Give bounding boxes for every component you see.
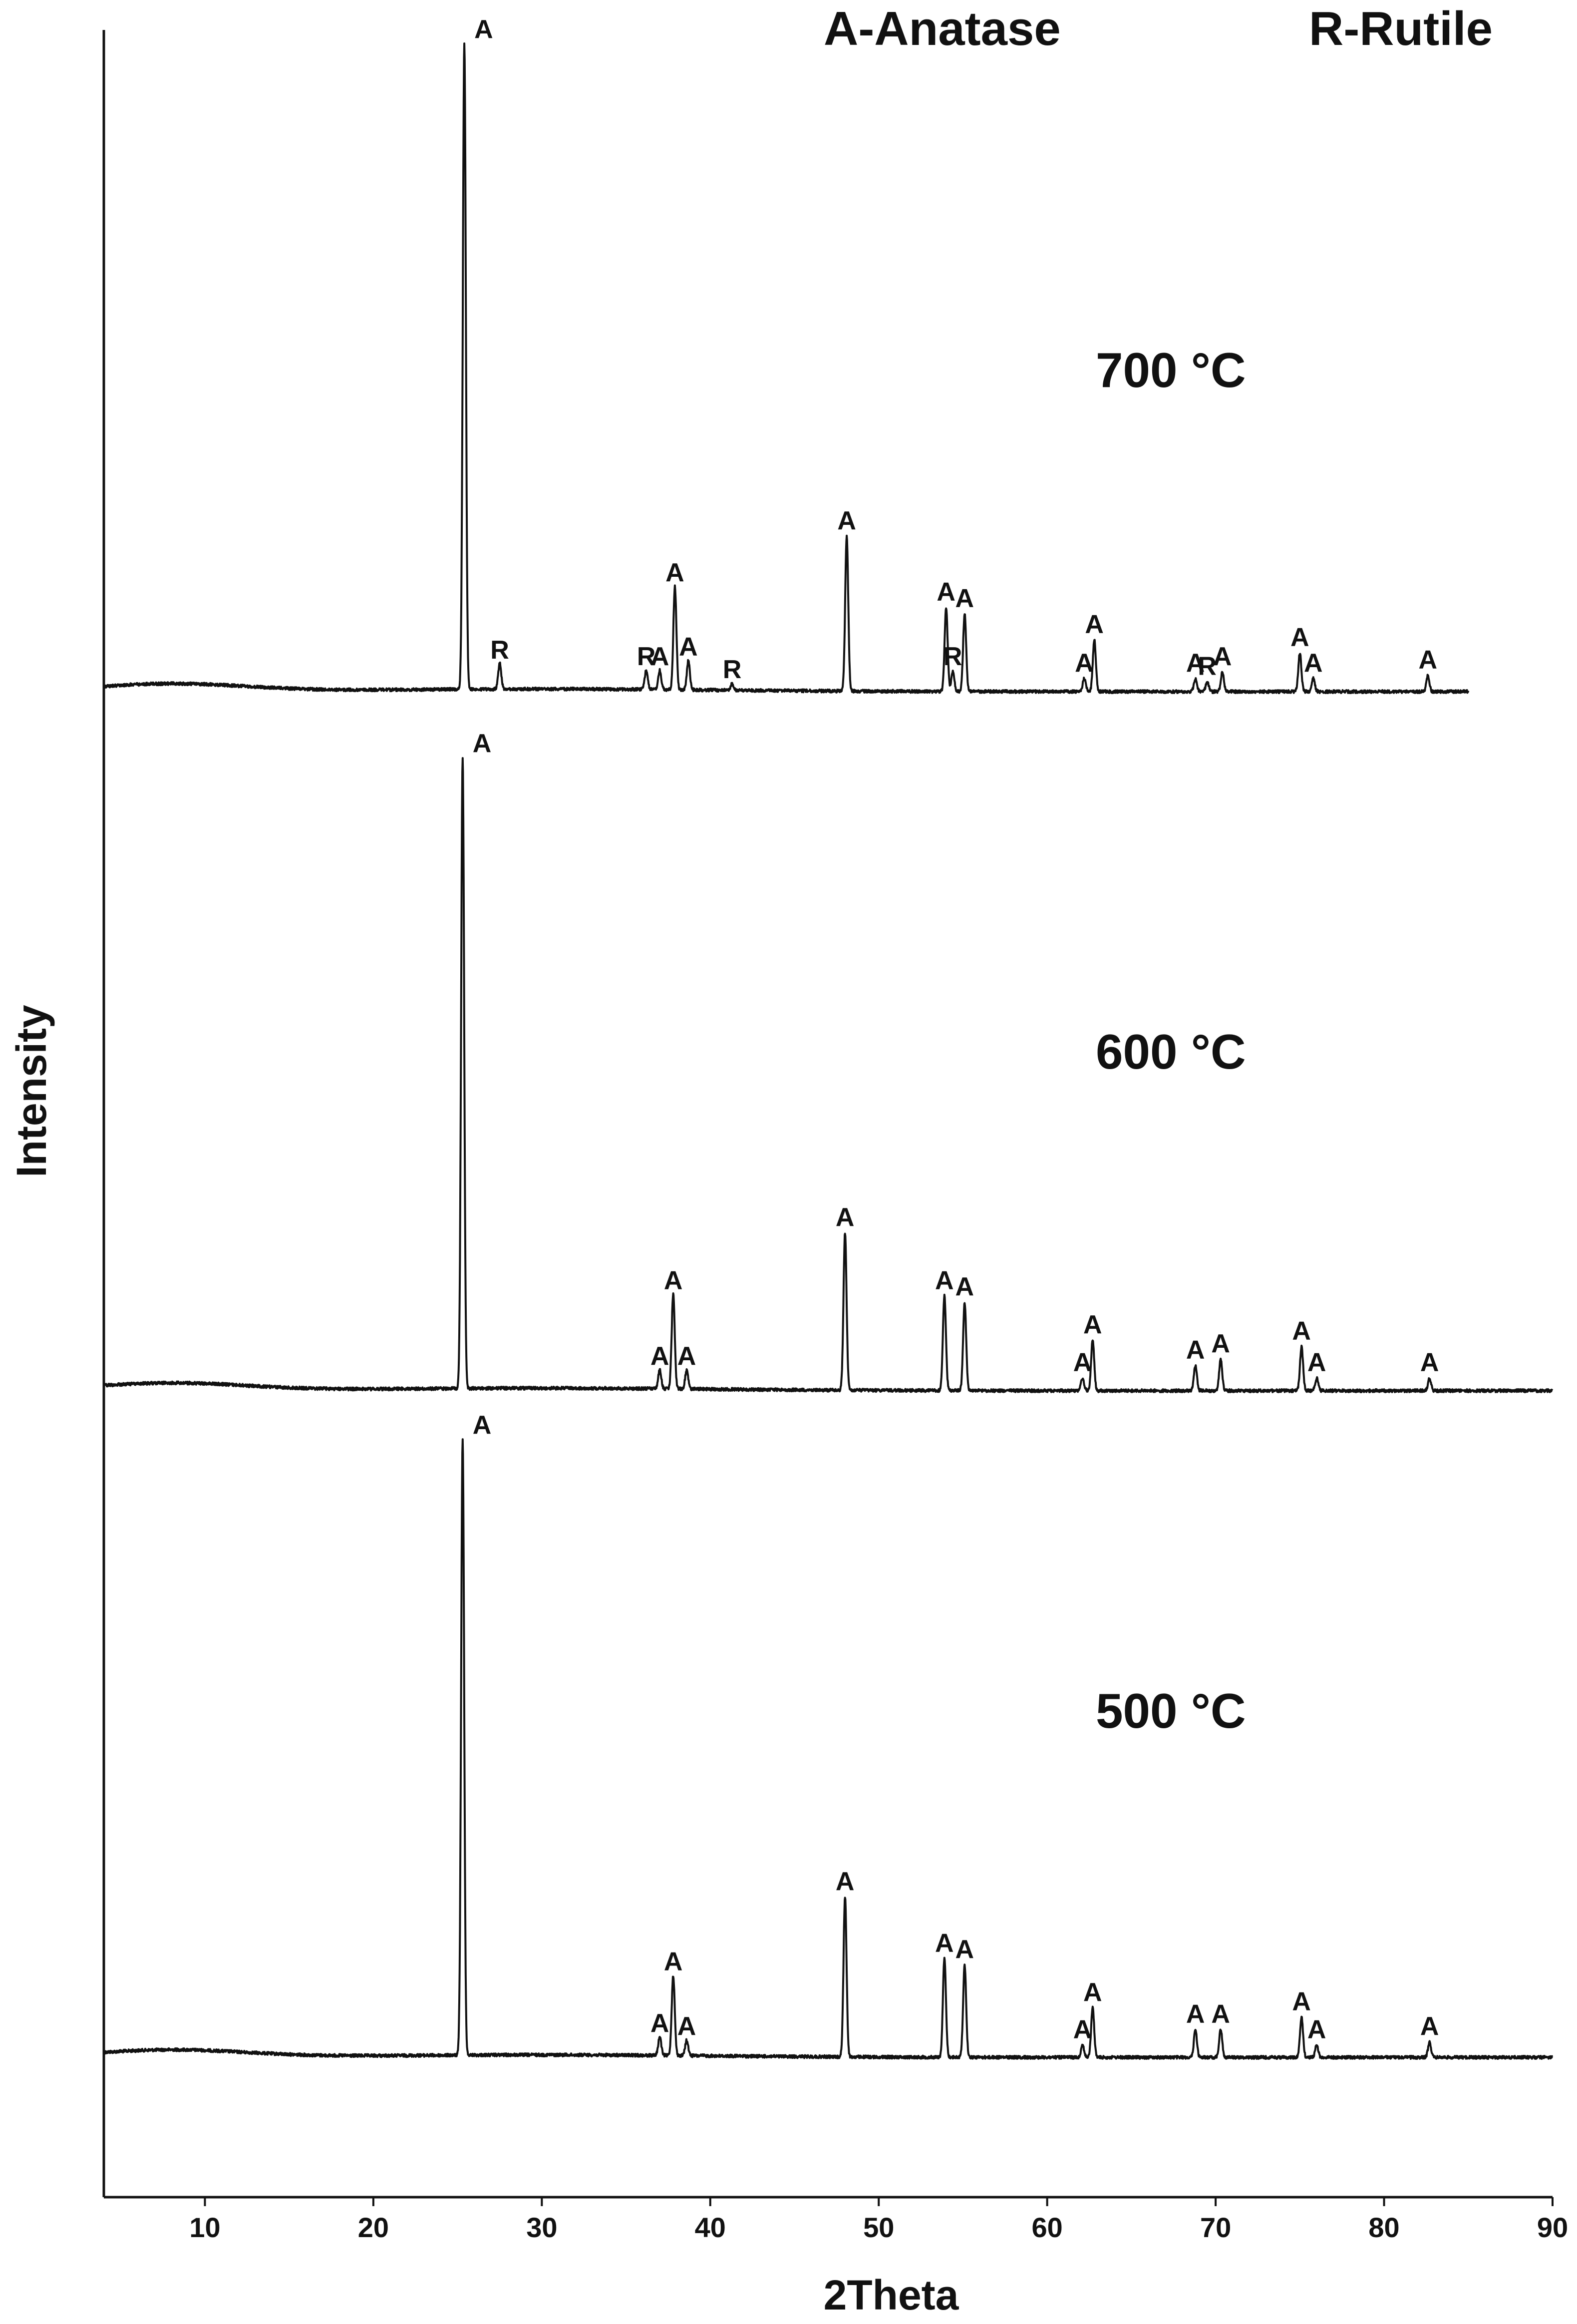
peak-label-500c-7: A — [1073, 2015, 1092, 2044]
peak-label-600c-7: A — [1073, 1348, 1092, 1377]
peak-label-600c-2: A — [664, 1266, 683, 1295]
x-tick-label-10: 10 — [189, 2212, 220, 2243]
legend-rutile: R-Rutile — [1309, 2, 1493, 55]
peak-label-500c-12: A — [1307, 2015, 1326, 2044]
peak-label-700c-8: A — [937, 578, 955, 607]
axes-layer — [102, 30, 1553, 2199]
x-tick-label-80: 80 — [1368, 2212, 1399, 2243]
peak-label-700c-10: A — [955, 584, 974, 613]
series-label-500: 500 °C — [1096, 1683, 1246, 1738]
trace-600c — [103, 757, 1554, 1393]
peak-label-500c-3: A — [677, 2012, 696, 2041]
peak-label-600c-4: A — [836, 1203, 855, 1232]
series-label-600: 600 °C — [1096, 1024, 1246, 1079]
peak-label-700c-6: R — [723, 655, 742, 684]
peak-label-500c-2: A — [664, 1947, 683, 1976]
x-tick-label-30: 30 — [526, 2212, 557, 2243]
peak-label-700c-9: R — [944, 642, 962, 671]
x-tick-label-70: 70 — [1200, 2212, 1231, 2243]
peak-label-700c-2: R — [637, 642, 656, 671]
peak-label-500c-11: A — [1292, 1987, 1311, 2016]
peak-label-700c-0: A — [474, 15, 493, 44]
peak-label-700c-14: R — [1198, 652, 1217, 681]
peak-label-600c-12: A — [1307, 1348, 1326, 1377]
peak-label-500c-1: A — [650, 2009, 669, 2038]
peak-label-700c-7: A — [837, 506, 856, 535]
peak-label-500c-5: A — [935, 1929, 954, 1957]
peak-label-700c-13: A — [1186, 649, 1205, 678]
legend-anatase: A-Anatase — [824, 2, 1061, 55]
peak-label-600c-11: A — [1292, 1316, 1311, 1345]
peak-label-600c-8: A — [1083, 1310, 1102, 1339]
peak-label-500c-9: A — [1186, 1999, 1205, 2028]
peak-label-500c-8: A — [1083, 1978, 1102, 2007]
peak-label-600c-0: A — [473, 729, 492, 758]
peak-label-700c-5: A — [679, 633, 698, 662]
peak-label-500c-0: A — [473, 1411, 492, 1440]
peak-label-700c-1: R — [490, 636, 509, 665]
peak-label-600c-3: A — [677, 1342, 696, 1371]
peak-label-500c-4: A — [836, 1867, 855, 1896]
peak-label-700c-16: A — [1290, 623, 1309, 652]
peak-label-500c-10: A — [1211, 1999, 1230, 2028]
x-tick-label-60: 60 — [1032, 2212, 1063, 2243]
peak-label-700c-12: A — [1085, 610, 1104, 639]
trace-500c — [103, 1438, 1554, 2060]
peak-label-700c-18: A — [1419, 646, 1438, 675]
peak-label-700c-17: A — [1304, 649, 1323, 678]
peak-label-600c-5: A — [935, 1266, 954, 1295]
x-tick-label-40: 40 — [695, 2212, 726, 2243]
peak-label-600c-10: A — [1211, 1329, 1230, 1358]
trace-700c — [103, 42, 1470, 694]
peak-label-600c-13: A — [1420, 1348, 1439, 1377]
x-tick-label-20: 20 — [358, 2212, 389, 2243]
y-axis-title: Intensity — [8, 1005, 55, 1177]
peak-label-600c-9: A — [1186, 1335, 1205, 1364]
peak-label-700c-15: A — [1213, 642, 1232, 671]
peak-label-500c-13: A — [1420, 2012, 1439, 2041]
peak-label-700c-11: A — [1075, 649, 1094, 678]
ticks-layer: 10 20 30 40 50 60 70 80 90 — [189, 2197, 1568, 2243]
peak-label-700c-4: A — [665, 558, 684, 587]
x-axis-title: 2Theta — [824, 2272, 959, 2319]
series-label-700: 700 °C — [1096, 343, 1246, 397]
x-tick-label-90: 90 — [1537, 2212, 1568, 2243]
peak-label-500c-6: A — [955, 1935, 974, 1964]
peak-label-600c-1: A — [650, 1342, 669, 1371]
peak-label-600c-6: A — [955, 1272, 974, 1301]
peak-label-700c-3: A — [650, 642, 669, 671]
x-tick-label-50: 50 — [863, 2212, 894, 2243]
